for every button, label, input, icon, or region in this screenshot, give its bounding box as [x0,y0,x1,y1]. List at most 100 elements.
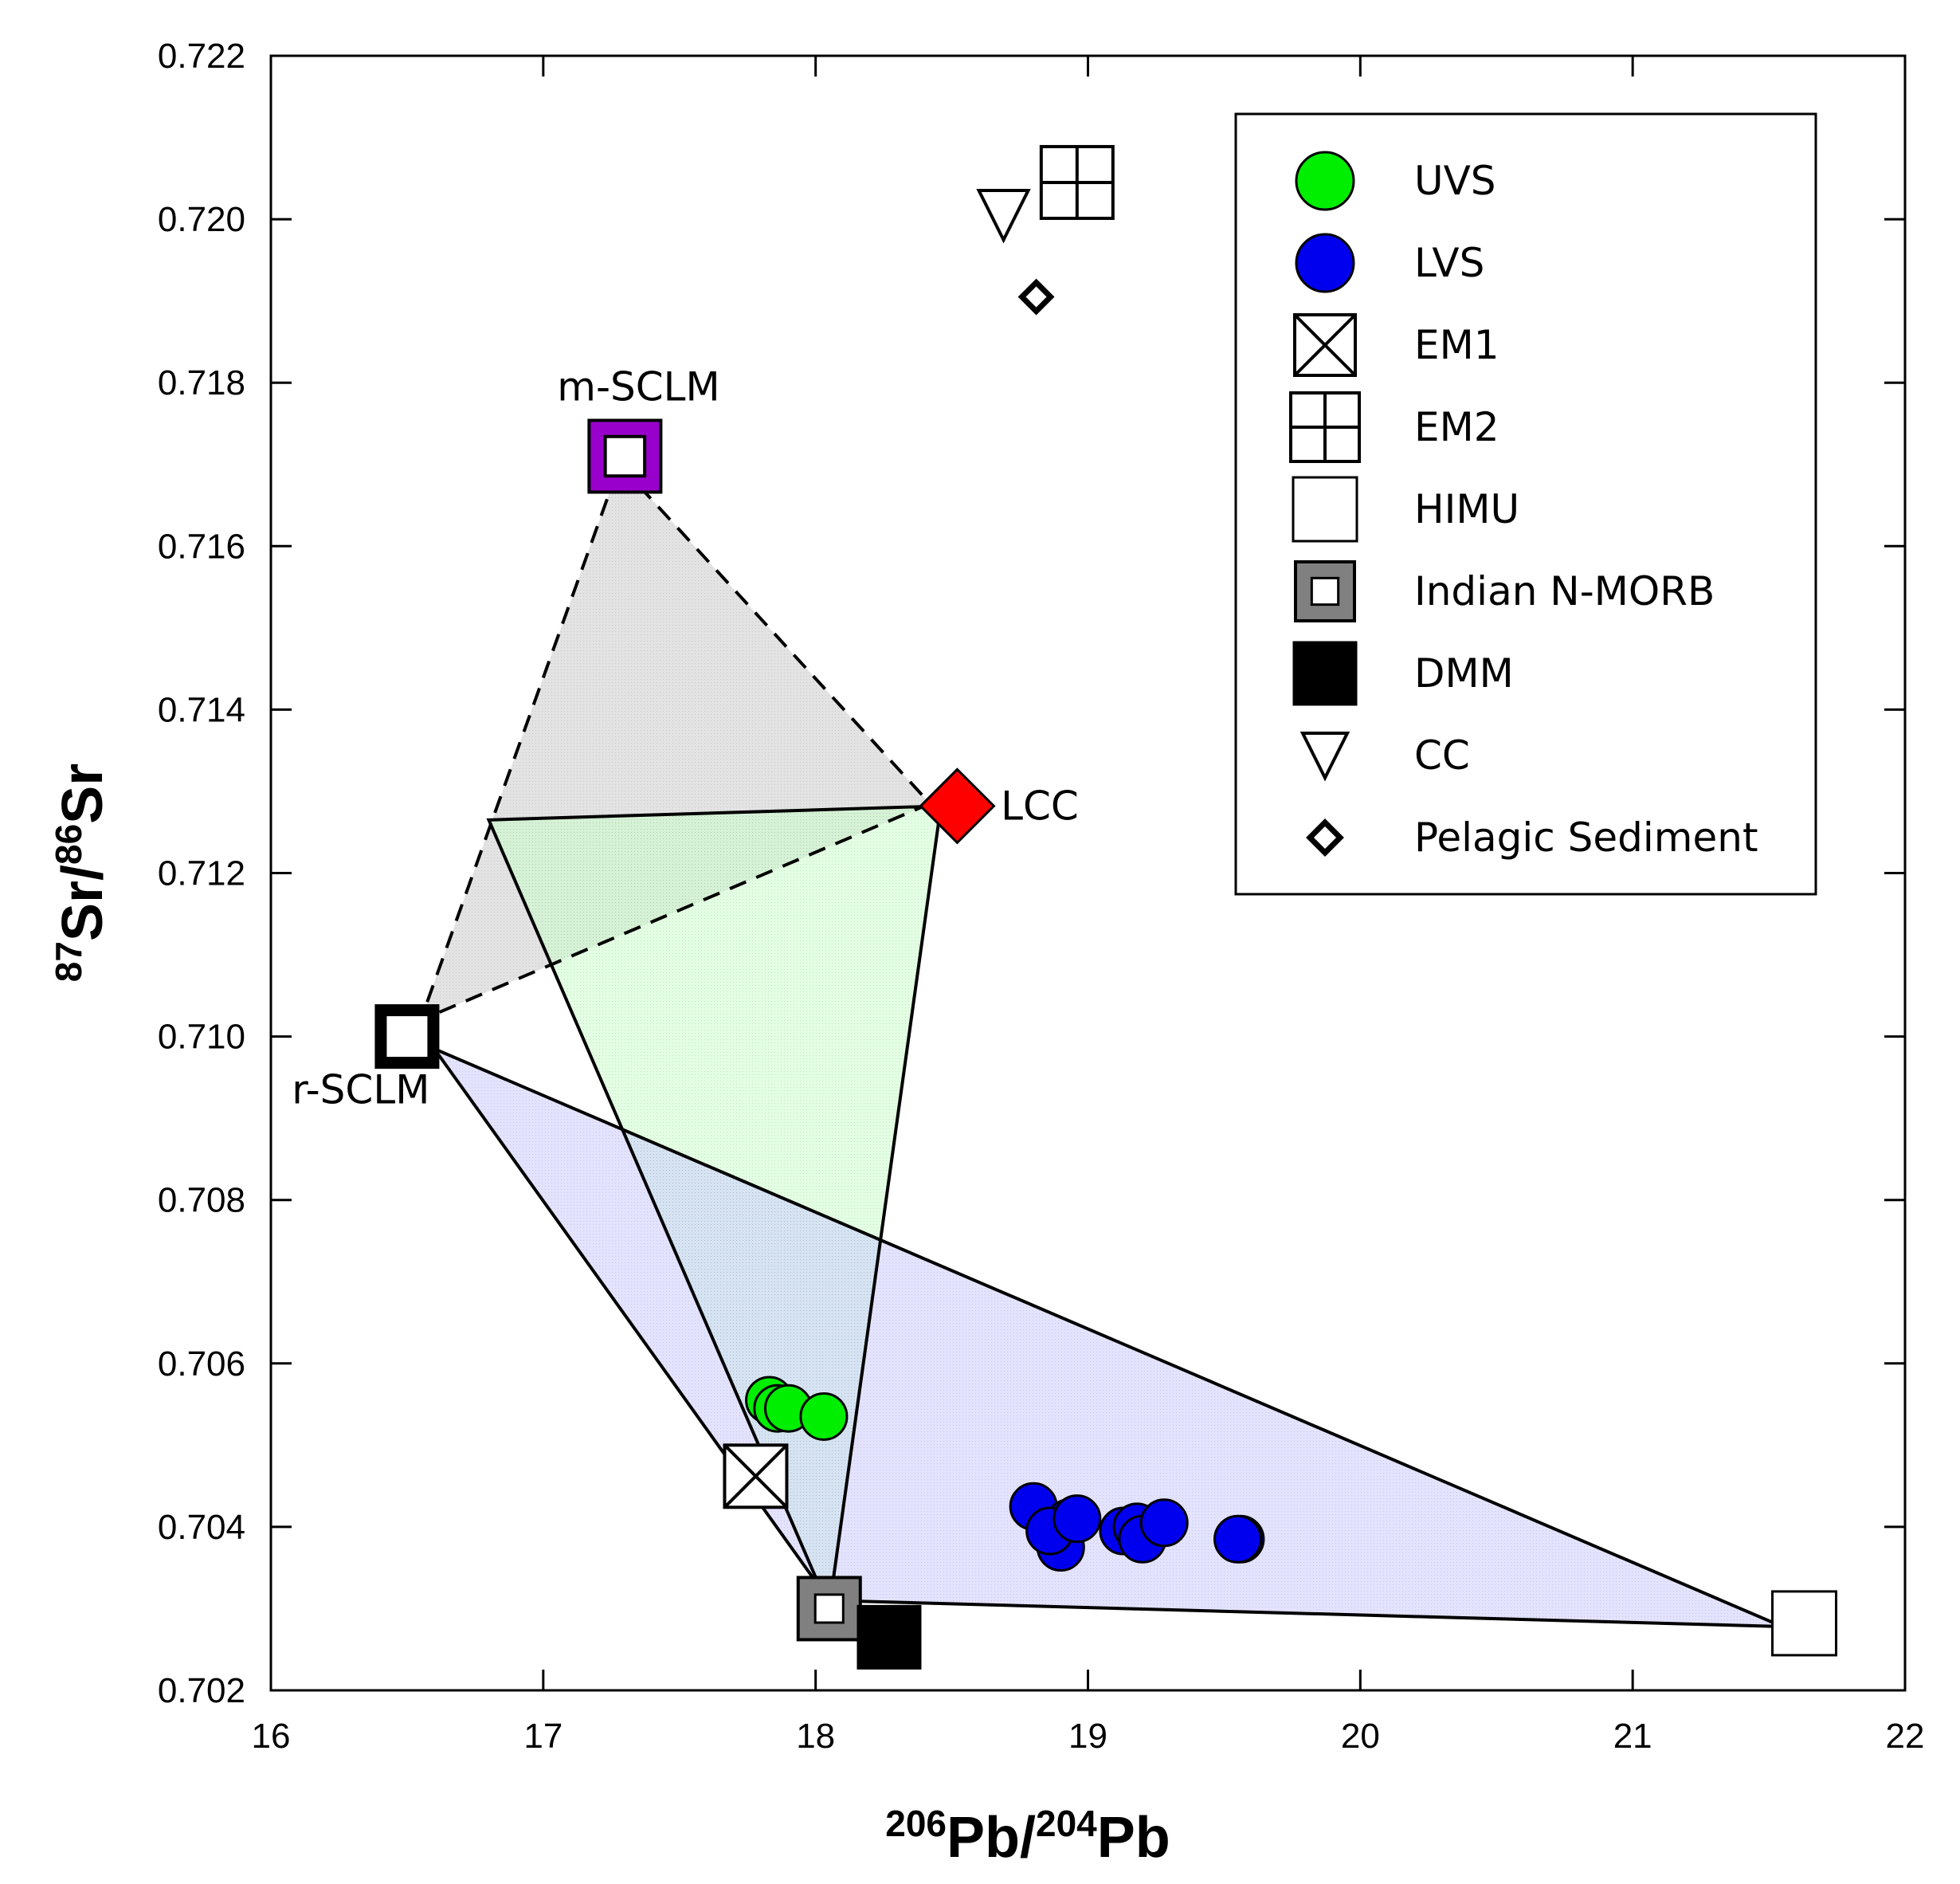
x-tick-label: 18 [796,1717,835,1756]
legend-label: Indian N-MORB [1414,568,1715,614]
legend-item: EM1 [1293,313,1499,377]
marker-circle [1053,1494,1102,1544]
end-member-m-sclm [587,418,663,494]
y-tick-label: 0.720 [158,200,245,239]
series-cc [976,188,1031,244]
legend-label: Pelagic Sediment [1414,814,1758,861]
y-axis-title-sup2: 86 [48,824,89,865]
data-point [1017,278,1055,316]
marker-inner-box [603,434,647,478]
marker-triangle [1299,732,1350,782]
legend-item: Pelagic Sediment [1306,814,1758,861]
annotation-label: m-SCLM [557,363,719,410]
field-edge-blue-field [429,1045,1783,1629]
x-tick-label: 17 [523,1717,563,1756]
series-em1 [723,1443,789,1509]
y-tick-label: 0.718 [158,363,245,402]
legend-label: HIMU [1414,486,1519,532]
legend-marker [1295,151,1355,211]
marker-diamond [1017,278,1055,316]
marker-diamond [919,767,996,845]
y-tick-label: 0.710 [158,1018,245,1057]
end-member-point [374,1004,440,1070]
series-em2 [1039,144,1115,220]
data-point [1039,144,1115,220]
data-point [1139,1498,1189,1548]
x-tick-label: 16 [252,1717,291,1756]
marker-inner-box [813,1593,845,1624]
legend-label: EM2 [1414,404,1499,450]
data-point [857,1604,922,1670]
legend-marker [1293,313,1357,377]
x-axis-title-base1: Pb/ [947,1806,1036,1870]
legend-item: Indian N-MORB [1294,560,1715,622]
data-point [1771,1590,1838,1657]
x-axis-title-base2: Pb [1097,1806,1170,1870]
marker-circle [1213,1514,1263,1564]
x-axis-title-sup1: 206 [885,1803,947,1844]
y-tick-label: 0.714 [158,690,245,729]
data-points [374,144,1838,1670]
legend-marker [1292,641,1358,706]
series-dmm [857,1604,922,1670]
marker-box [1292,476,1358,543]
marker-box [857,1604,922,1670]
marker-box [374,1004,440,1070]
y-tick-labels: 0.702 0.704 0.706 0.708 0.710 0.712 0.714 0.716… [158,37,245,1710]
legend-label: LVS [1414,240,1484,286]
legend-label: UVS [1414,158,1496,204]
marker-diag-2 [723,1443,788,1509]
marker-circle [799,1391,849,1441]
marker-circle [1139,1498,1189,1548]
series-uvs [745,1376,849,1441]
marker-box [587,418,663,494]
x-tick-label: 22 [1886,1717,1925,1756]
legend-label: CC [1414,732,1470,779]
marker-box [1771,1590,1838,1657]
legend-marker [1289,391,1361,463]
legend-item: DMM [1292,641,1514,706]
marker-circle [1295,233,1355,293]
series-himu [1771,1590,1838,1657]
marker-diag-2 [1293,313,1357,377]
x-tick-label: 19 [1068,1717,1107,1756]
end-member-point [919,767,996,845]
y-tick-label: 0.722 [158,37,245,76]
x-tick-label: 20 [1341,1717,1380,1756]
data-point [723,1443,789,1509]
y-axis-title-base2: Sr [51,763,115,824]
series-pelagic-sediment [1017,278,1055,316]
y-tick-label: 0.702 [158,1671,245,1710]
legend-item: CC [1299,732,1470,782]
axis-ticks [269,54,1907,1692]
data-point [1053,1494,1102,1544]
y-tick-label: 0.704 [158,1508,245,1547]
end-member-point [587,418,663,494]
y-axis-title: 87Sr/86Sr [48,763,115,982]
legend-item: LVS [1295,233,1484,293]
y-tick-label: 0.716 [158,527,245,566]
y-tick-label: 0.706 [158,1344,245,1384]
y-tick-label: 0.712 [158,854,245,893]
data-point [796,1576,862,1642]
legend-marker [1294,560,1356,622]
data-point [976,188,1031,244]
marker-circle [1295,151,1355,211]
end-member-r-sclm [374,1004,440,1070]
marker-box [1292,641,1358,706]
legend-marker [1299,732,1350,782]
marker-triangle [976,188,1031,244]
series-lvs [1009,1482,1265,1572]
x-tick-label: 21 [1613,1717,1652,1756]
annotation-label: LCC [1001,783,1079,829]
x-tick-labels: 16 17 18 19 20 21 22 [252,1717,1925,1756]
legend-marker [1306,818,1344,857]
legend: UVS LVS EM1 EM2 HIMU Indian N-MORB DMM CC Pelagi… [1234,112,1817,896]
annotation-label: r-SCLM [292,1066,429,1113]
legend-marker [1292,476,1358,543]
end-member-lcc [919,767,996,845]
y-tick-label: 0.708 [158,1181,245,1220]
legend-item: HIMU [1292,476,1519,543]
legend-item: EM2 [1289,391,1499,463]
y-axis-title-base1: Sr/ [51,865,115,941]
